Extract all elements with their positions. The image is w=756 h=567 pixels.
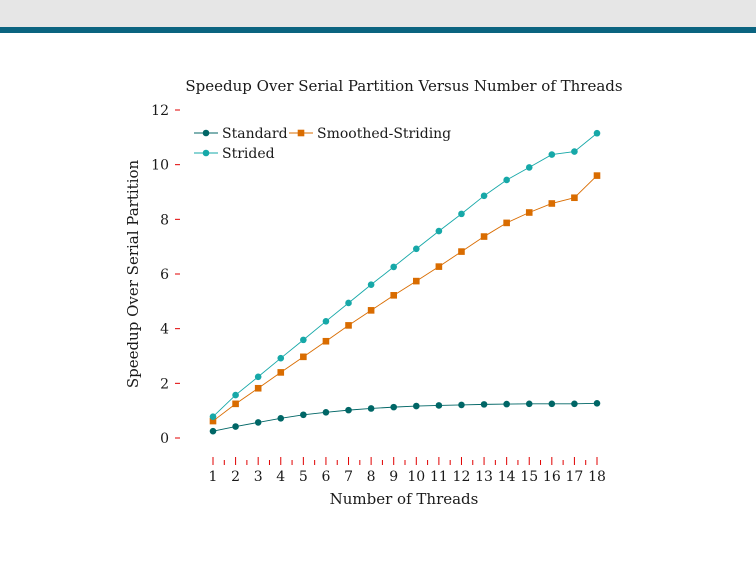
point-standard-6 [322, 409, 330, 416]
point-smoothed-striding-15 [525, 209, 533, 216]
point-standard-15 [525, 400, 533, 408]
x-tick-label-14: 14 [498, 469, 516, 485]
point-standard-1 [209, 427, 217, 435]
point-smoothed-striding-9 [390, 292, 398, 299]
point-standard-12 [458, 401, 465, 409]
point-strided-3 [254, 373, 262, 381]
point-standard-9 [390, 403, 398, 411]
point-strided-16 [548, 151, 556, 158]
point-strided-5 [300, 336, 307, 344]
x-tick-label-17: 17 [565, 469, 583, 485]
x-tick-label-13: 13 [475, 469, 493, 485]
point-standard-4 [277, 415, 285, 422]
y-axis-label: Speedup Over Serial Partition [124, 159, 142, 388]
point-smoothed-striding-18 [593, 172, 601, 179]
x-tick-label-4: 4 [276, 469, 285, 485]
y-tick-label-10: 10 [151, 158, 169, 174]
point-standard-8 [367, 405, 375, 412]
x-tick-label-15: 15 [520, 469, 538, 485]
point-smoothed-striding-12 [458, 248, 465, 255]
y-tick-label-0: 0 [160, 431, 169, 447]
x-axis-label: Number of Threads [330, 490, 479, 508]
point-strided-14 [503, 176, 510, 184]
legend-label-strided: Strided [222, 146, 275, 162]
point-standard-5 [300, 411, 307, 419]
chart-title: Speedup Over Serial Partition Versus Num… [185, 77, 622, 95]
legend: Standard Smoothed-Striding Strided [194, 126, 451, 162]
point-standard-11 [435, 402, 443, 409]
point-standard-7 [345, 406, 352, 414]
point-smoothed-striding-17 [571, 194, 578, 202]
point-smoothed-striding-13 [480, 233, 488, 240]
point-strided-6 [322, 317, 330, 325]
point-smoothed-striding-11 [435, 263, 443, 270]
x-tick-label-12: 12 [453, 469, 471, 485]
point-strided-4 [277, 354, 285, 362]
x-tick-label-6: 6 [321, 469, 330, 485]
point-smoothed-striding-6 [322, 337, 330, 345]
point-standard-3 [254, 419, 262, 426]
x-tick-label-8: 8 [367, 469, 376, 485]
point-standard-2 [232, 423, 239, 430]
point-strided-9 [390, 263, 398, 271]
series-line-standard [212, 402, 598, 432]
point-strided-7 [345, 299, 352, 307]
series-line-smoothed-striding [212, 175, 598, 422]
point-strided-1 [209, 413, 217, 420]
point-smoothed-striding-16 [548, 200, 556, 207]
header-band [0, 0, 756, 27]
legend-label-smoothed-striding: Smoothed-Striding [317, 126, 451, 142]
y-tick-label-8: 8 [160, 212, 169, 228]
point-strided-12 [458, 210, 465, 218]
point-strided-8 [367, 281, 375, 288]
y-tick-label-6: 6 [160, 267, 169, 283]
point-standard-16 [548, 400, 556, 408]
y-axis: 0 2 4 6 8 10 12 [151, 103, 180, 447]
point-strided-10 [412, 245, 420, 253]
y-tick-label-4: 4 [160, 322, 169, 338]
point-smoothed-striding-4 [277, 369, 285, 376]
legend-marker-smoothed-striding [297, 129, 305, 137]
point-standard-13 [480, 401, 488, 408]
point-smoothed-striding-7 [345, 322, 352, 329]
point-strided-17 [571, 148, 578, 155]
legend-label-standard: Standard [222, 126, 288, 142]
header-rule [0, 27, 756, 33]
x-tick-label-3: 3 [254, 469, 263, 485]
x-tick-label-5: 5 [299, 469, 308, 485]
y-tick-label-2: 2 [160, 376, 169, 392]
point-smoothed-striding-5 [300, 353, 307, 361]
point-smoothed-striding-14 [503, 219, 510, 227]
x-tick-label-18: 18 [588, 469, 606, 485]
x-tick-label-9: 9 [389, 469, 398, 485]
x-tick-label-1: 1 [209, 469, 218, 485]
point-smoothed-striding-8 [367, 307, 375, 314]
x-tick-label-10: 10 [407, 469, 425, 485]
point-standard-17 [571, 400, 578, 408]
legend-marker-strided [202, 149, 210, 157]
point-strided-2 [232, 391, 239, 399]
point-strided-11 [435, 227, 443, 235]
point-strided-15 [525, 164, 533, 171]
point-strided-13 [480, 192, 488, 200]
x-tick-label-16: 16 [543, 469, 561, 485]
x-tick-label-2: 2 [231, 469, 240, 485]
point-standard-14 [503, 400, 510, 408]
point-strided-18 [593, 129, 601, 137]
y-tick-label-12: 12 [151, 103, 169, 119]
x-tick-label-11: 11 [430, 469, 448, 485]
series-line-strided [212, 132, 598, 418]
x-axis: 1 2 3 4 5 6 7 8 9 10 11 12 13 14 15 16 17 18 [209, 457, 606, 485]
point-smoothed-striding-1 [209, 417, 217, 425]
point-smoothed-striding-2 [232, 400, 239, 408]
point-standard-18 [593, 399, 601, 407]
point-standard-10 [412, 402, 420, 410]
legend-marker-standard [202, 129, 210, 137]
point-smoothed-striding-3 [254, 384, 262, 392]
series-layer [209, 129, 601, 435]
x-tick-label-7: 7 [344, 469, 353, 485]
point-smoothed-striding-10 [412, 277, 420, 285]
